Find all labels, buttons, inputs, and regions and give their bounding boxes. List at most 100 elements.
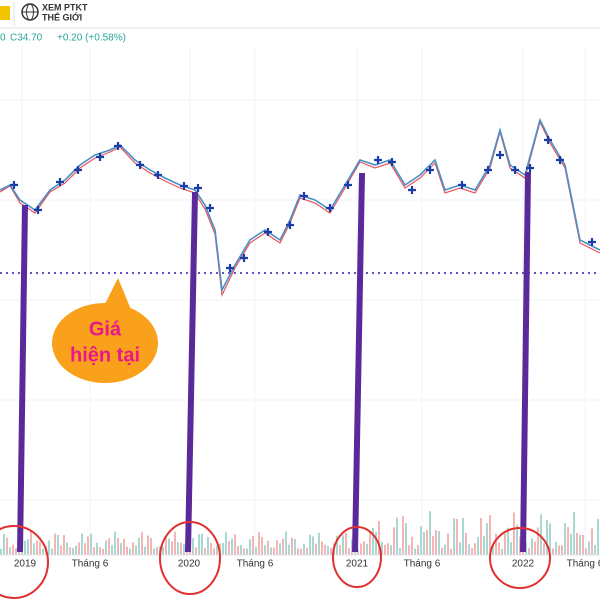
- quote-close: C34.70: [10, 33, 43, 44]
- volume-bar: [39, 541, 41, 555]
- volume-bar: [273, 547, 275, 555]
- volume-bar: [15, 548, 17, 555]
- volume-bar: [213, 548, 215, 555]
- volume-bar: [513, 512, 515, 555]
- signal-marker: [300, 192, 308, 200]
- volume-bar: [594, 544, 596, 555]
- volume-bar: [96, 542, 98, 555]
- volume-bar: [36, 540, 38, 555]
- volume-bar: [288, 544, 290, 555]
- volume-bar: [489, 515, 491, 555]
- volume-bar: [270, 547, 272, 555]
- volume-bar: [315, 543, 317, 555]
- volume-bar: [564, 523, 566, 555]
- volume-bar: [588, 541, 590, 555]
- x-label: Tháng 6: [237, 559, 274, 570]
- volume-bar: [252, 536, 254, 555]
- volume-bar: [450, 548, 452, 555]
- volume-bar: [573, 511, 575, 555]
- volume-bar: [171, 541, 173, 555]
- signal-marker: [426, 166, 434, 174]
- volume-bar: [63, 535, 65, 555]
- volume-bar: [90, 533, 92, 555]
- volume-bar: [363, 541, 365, 555]
- x-label: Tháng 6: [404, 559, 441, 570]
- volume-bar: [396, 517, 398, 555]
- volume-bar: [48, 540, 50, 555]
- volume-bar: [105, 540, 107, 555]
- volume-bar: [585, 548, 587, 555]
- volume-bar: [483, 536, 485, 555]
- volume-bar: [543, 543, 545, 555]
- signal-marker: [526, 164, 534, 172]
- volume-bar: [498, 542, 500, 555]
- volume-bar: [237, 546, 239, 555]
- volume-bar: [492, 544, 494, 555]
- volume-bar: [174, 531, 176, 555]
- volume-bar: [138, 537, 140, 555]
- volume-bar: [381, 541, 383, 555]
- volume-bar: [132, 542, 134, 555]
- volume-bar: [72, 547, 74, 555]
- volume-bar: [471, 548, 473, 555]
- signal-marker: [496, 151, 504, 159]
- signal-marker: [226, 264, 234, 272]
- volume-bar: [402, 516, 404, 555]
- volume-bar: [285, 531, 287, 555]
- volume-bar: [9, 547, 11, 555]
- logo-fragment: [0, 6, 10, 20]
- volume-bar: [195, 547, 197, 555]
- volume-bar: [597, 518, 599, 555]
- volume-bar: [291, 537, 293, 555]
- volume-bar: [372, 527, 374, 555]
- volume-bar: [231, 538, 233, 555]
- volume-bar: [84, 543, 86, 555]
- volume-bar: [507, 527, 509, 555]
- volume-bar: [0, 549, 2, 555]
- volume-bar: [81, 533, 83, 555]
- volume-bar: [426, 530, 428, 555]
- volume-bar: [66, 542, 68, 555]
- volume-bar: [348, 548, 350, 555]
- volume-bar: [234, 534, 236, 555]
- volume-bar: [531, 538, 533, 555]
- signal-marker: [374, 156, 382, 164]
- signal-marker: [136, 161, 144, 169]
- signal-marker: [556, 156, 564, 164]
- volume-bar: [540, 514, 542, 555]
- price-line: [0, 117, 600, 293]
- quote-text: 0: [0, 33, 6, 44]
- volume-bar: [528, 548, 530, 555]
- signal-marker: [511, 166, 519, 174]
- volume-bar: [6, 537, 8, 555]
- volume-bar: [579, 534, 581, 555]
- year-markers: [17, 171, 531, 553]
- volume-bar: [345, 533, 347, 555]
- x-label: 2019: [14, 559, 37, 570]
- volume-bar: [249, 539, 251, 555]
- volume-bar: [267, 540, 269, 555]
- signal-marker: [286, 221, 294, 229]
- signal-markers: [10, 136, 596, 272]
- volume-bar: [342, 535, 344, 555]
- volume-bar: [303, 543, 305, 555]
- volume-bar: [504, 533, 506, 555]
- signal-marker: [326, 204, 334, 212]
- x-label: 2022: [512, 559, 535, 570]
- volume-bar: [555, 541, 557, 555]
- volume-bar: [510, 542, 512, 555]
- volume-bar: [204, 547, 206, 555]
- volume-bar: [558, 545, 560, 555]
- volume-bar: [156, 547, 158, 555]
- volume-bar: [375, 531, 377, 555]
- volume-bar: [114, 531, 116, 555]
- volume-bar: [120, 543, 122, 555]
- volume-bar: [225, 532, 227, 555]
- volume-bar: [330, 547, 332, 555]
- signal-marker: [458, 181, 466, 189]
- volume-bar: [51, 548, 53, 555]
- volume-bar: [384, 544, 386, 555]
- volume-bar: [42, 548, 44, 555]
- volume-bar: [261, 537, 263, 555]
- volume-bar: [411, 536, 413, 555]
